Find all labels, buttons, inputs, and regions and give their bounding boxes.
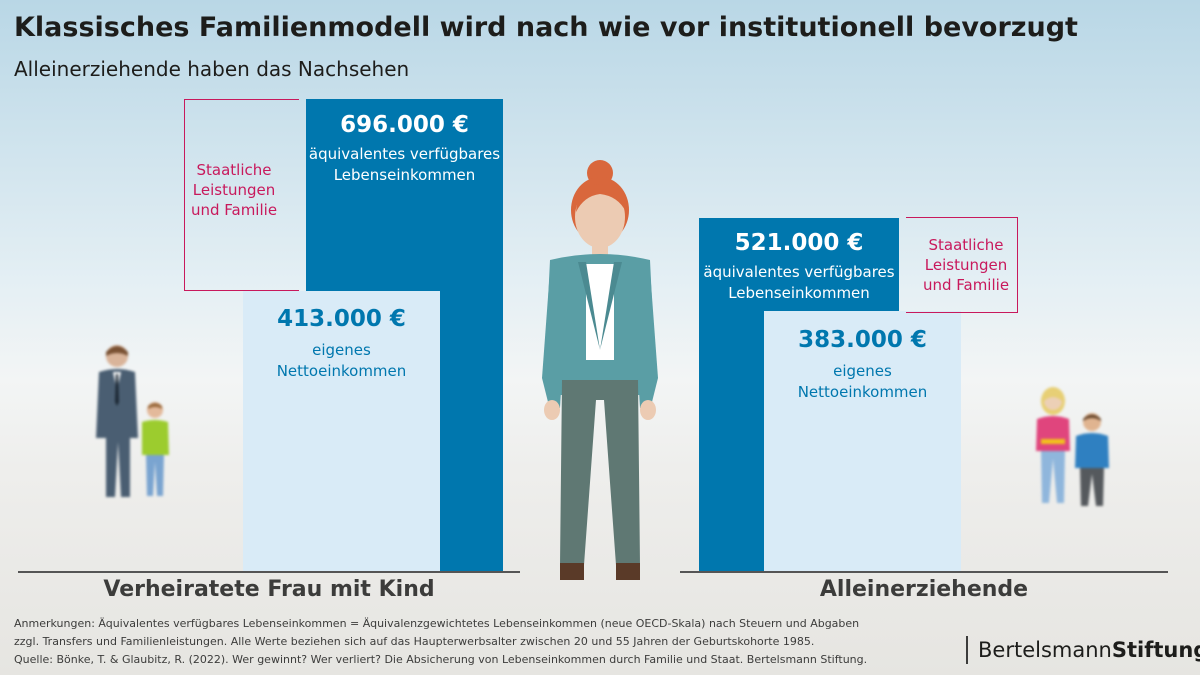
annotation-text-left: Staatliche Leistungen und Familie — [186, 160, 282, 220]
woman-figure-icon — [542, 160, 658, 580]
logo-part-1: Bertelsmann — [978, 638, 1112, 662]
bar-right-net-label: 383.000 € eigenes Nettoeinkommen — [764, 327, 961, 403]
data-label-right-net: 383.000 € — [798, 327, 927, 353]
annotation-line: Staatliche — [928, 236, 1004, 254]
desc-line: äquivalentes verfügbares — [703, 263, 895, 281]
desc-line: Lebenseinkommen — [728, 284, 870, 302]
footnote-line-2: zzgl. Transfers und Familienleistungen. … — [14, 635, 815, 648]
bar-left-net-label: 413.000 € eigenes Nettoeinkommen — [243, 306, 440, 382]
bar-right-net-income — [764, 311, 961, 571]
annotation-line: und Familie — [190, 201, 278, 219]
desc-line: Nettoeinkommen — [276, 362, 407, 380]
girl-figure-icon — [1036, 387, 1070, 503]
data-label-left-net: 413.000 € — [277, 306, 406, 332]
footnote-line-1: Anmerkungen: Äquivalentes verfügbares Le… — [14, 617, 860, 630]
annotation-line: Staatliche — [196, 161, 272, 179]
bertelsmann-stiftung-logo: BertelsmannStiftung — [966, 636, 1200, 664]
desc-line: Nettoeinkommen — [797, 383, 928, 401]
baseline-right — [680, 571, 1168, 573]
baseline-left — [18, 571, 520, 573]
man-figure-icon — [96, 345, 138, 497]
annotation-bracket-left — [184, 99, 299, 291]
footnote-source: Quelle: Bönke, T. & Glaubitz, R. (2022).… — [14, 653, 868, 666]
page-subtitle: Alleinerziehende haben das Nachsehen — [14, 57, 410, 81]
bar-left-disposable-label: 696.000 € äquivalentes verfügbares Leben… — [306, 112, 503, 186]
footnotes: Anmerkungen: Äquivalentes verfügbares Le… — [14, 615, 867, 669]
category-label-right: Alleinerziehende — [819, 577, 1029, 602]
data-label-right-disposable: 521.000 € — [734, 230, 864, 256]
desc-line: eigenes — [833, 362, 892, 380]
data-label-left-disposable: 696.000 € — [340, 112, 469, 138]
annotation-text-right: Staatliche Leistungen und Familie — [916, 235, 1016, 295]
desc-line: äquivalentes verfügbares — [308, 145, 501, 163]
desc-line: eigenes — [312, 341, 371, 359]
series-desc-net-left: eigenes Nettoeinkommen — [243, 340, 440, 382]
logo-part-2: Stiftung — [1111, 638, 1200, 662]
category-label-left: Verheiratete Frau mit Kind — [103, 577, 435, 602]
desc-line: Lebenseinkommen — [333, 166, 476, 184]
annotation-line: Leistungen — [924, 256, 1008, 274]
page-title: Klassisches Familienmodell wird nach wie… — [14, 12, 1078, 43]
annotation-bracket-right — [906, 217, 1018, 313]
series-desc-disposable-right: äquivalentes verfügbares Lebenseinkommen — [699, 262, 899, 304]
annotation-line: Leistungen — [192, 181, 276, 199]
series-desc-disposable-left: äquivalentes verfügbares Lebenseinkommen — [306, 144, 503, 186]
series-desc-net-right: eigenes Nettoeinkommen — [764, 361, 961, 403]
boy-figure-icon — [142, 402, 169, 496]
bar-right-disposable-label: 521.000 € äquivalentes verfügbares Leben… — [699, 230, 899, 304]
child-figure-icon — [1075, 413, 1109, 506]
annotation-line: und Familie — [922, 276, 1010, 294]
bar-left-net-income — [243, 290, 440, 571]
